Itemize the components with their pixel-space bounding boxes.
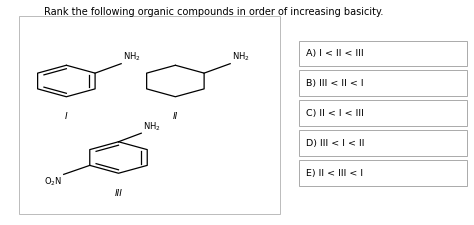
Text: E) II < III < I: E) II < III < I [306,169,363,178]
Text: Rank the following organic compounds in order of increasing basicity.: Rank the following organic compounds in … [44,7,383,17]
Text: NH$_2$: NH$_2$ [123,50,140,63]
FancyBboxPatch shape [299,40,467,66]
Text: A) I < II < III: A) I < II < III [306,49,364,58]
Text: O$_2$N: O$_2$N [44,175,62,188]
FancyBboxPatch shape [19,16,280,214]
FancyBboxPatch shape [299,130,467,156]
FancyBboxPatch shape [299,160,467,186]
FancyBboxPatch shape [299,100,467,126]
Text: NH$_2$: NH$_2$ [143,120,160,133]
FancyBboxPatch shape [299,70,467,96]
Text: D) III < I < II: D) III < I < II [306,139,364,148]
Text: III: III [115,189,122,198]
Text: I: I [65,112,68,122]
Text: C) II < I < III: C) II < I < III [306,109,364,118]
Text: II: II [173,112,178,122]
Text: B) III < II < I: B) III < II < I [306,79,364,88]
Text: NH$_2$: NH$_2$ [232,50,249,63]
